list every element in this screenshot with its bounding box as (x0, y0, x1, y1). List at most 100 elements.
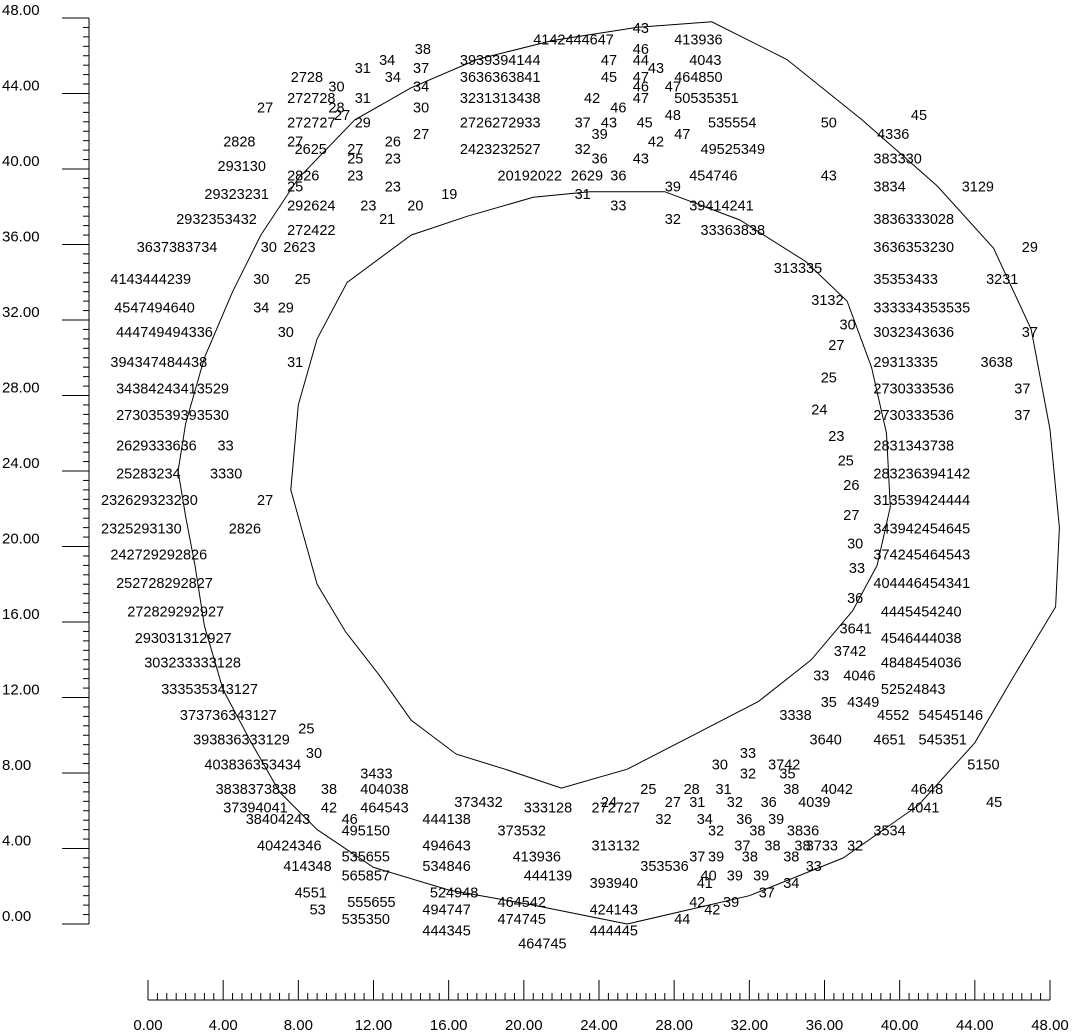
value-label: 33 (610, 199, 626, 215)
value-label: 3733 (806, 838, 838, 854)
value-label: 374245464543 (873, 548, 970, 564)
value-label: 464850 (674, 70, 722, 86)
value-label: 3636363841 (460, 70, 541, 86)
value-label: 30 (261, 240, 277, 256)
value-label: 33 (849, 561, 865, 577)
value-label: 4041 (907, 801, 939, 817)
value-label: 4349 (847, 695, 879, 711)
value-label: 373432 (454, 795, 502, 811)
value-label: 404446454341 (873, 576, 970, 592)
value-label: 23 (385, 151, 401, 167)
value-label: 49525349 (701, 142, 766, 158)
value-label: 27 (257, 493, 273, 509)
value-label: 4043 (689, 53, 721, 69)
value-label: 4046 (843, 669, 875, 685)
x-tick-label: 40.00 (881, 1017, 919, 1034)
value-label: 39414241 (689, 199, 754, 215)
y-tick-label: 32.00 (2, 304, 40, 321)
value-label: 36 (736, 812, 752, 828)
value-label: 3032343636 (873, 325, 954, 341)
value-label: 29 (278, 301, 294, 317)
value-label: 36 (761, 795, 777, 811)
value-label: 444139 (524, 869, 572, 885)
value-label: 32 (847, 838, 863, 854)
value-label: 3834 (873, 180, 905, 196)
value-label: 303233333128 (144, 655, 241, 671)
value-label: 3129 (962, 180, 994, 196)
value-label: 4848454036 (881, 655, 962, 671)
value-label: 3231313438 (460, 91, 541, 107)
value-label: 34 (379, 53, 395, 69)
value-label: 43 (601, 116, 617, 132)
value-label: 47 (674, 127, 690, 143)
value-label: 495150 (342, 823, 390, 839)
value-label: 33 (806, 859, 822, 875)
value-label: 38 (764, 838, 780, 854)
value-label: 36 (847, 591, 863, 607)
value-label: 2826 (287, 168, 319, 184)
value-label: 3641 (840, 621, 872, 637)
value-label: 34 (253, 301, 269, 317)
value-label: 333334353535 (873, 301, 970, 317)
value-label: 31 (355, 91, 371, 107)
value-label: 535655 (342, 850, 390, 866)
value-label: 37 (575, 116, 591, 132)
value-label: 27 (843, 508, 859, 524)
value-label: 38 (783, 782, 799, 798)
value-label: 444445 (590, 923, 638, 939)
value-label: 29 (355, 116, 371, 132)
value-label: 43 (821, 168, 837, 184)
value-label: 37 (1014, 382, 1030, 398)
value-label: 565857 (342, 869, 390, 885)
value-label: 4336 (877, 127, 909, 143)
value-label: 29 (1022, 240, 1038, 256)
value-label: 2831343738 (873, 438, 954, 454)
x-tick-label: 24.00 (580, 1017, 618, 1034)
value-label: 444138 (422, 812, 470, 828)
value-label: 34 (697, 812, 713, 828)
x-tick-label: 28.00 (655, 1017, 693, 1034)
value-label: 2325293130 (101, 521, 182, 537)
value-label: 393940 (590, 876, 638, 892)
value-label: 242729292826 (110, 548, 207, 564)
value-label: 43 (633, 21, 649, 37)
value-label: 32 (655, 812, 671, 828)
value-label: 272727 (287, 116, 335, 132)
value-label: 35353433 (873, 272, 938, 288)
value-label: 252728292827 (116, 576, 213, 592)
value-label: 4552 (877, 708, 909, 724)
inner-boundary-line (290, 191, 891, 789)
value-label: 3433 (360, 767, 392, 783)
value-label: 2728 (291, 70, 323, 86)
value-label: 45 (911, 108, 927, 124)
y-tick-label: 0.00 (2, 908, 31, 925)
value-label: 32 (727, 795, 743, 811)
value-label: 3636353230 (873, 240, 954, 256)
value-label: 44 (674, 912, 690, 928)
value-label: 413936 (674, 32, 722, 48)
value-label: 25 (821, 370, 837, 386)
value-label: 25 (838, 453, 854, 469)
value-label: 31 (689, 795, 705, 811)
value-label: 31 (287, 355, 303, 371)
value-label: 292624 (287, 199, 335, 215)
value-label: 20 (407, 199, 423, 215)
value-label: 4039 (798, 795, 830, 811)
value-label: 2629333636 (116, 438, 197, 454)
value-label: 47 (633, 70, 649, 86)
value-label: 21 (379, 212, 395, 228)
boundary-lines (177, 21, 1060, 925)
value-label: 39 (665, 180, 681, 196)
value-label: 39 (727, 869, 743, 885)
value-label: 32 (740, 767, 756, 783)
value-label: 545351 (919, 733, 967, 749)
value-label: 40424346 (257, 838, 322, 854)
value-label: 23 (385, 180, 401, 196)
value-label: 272727 (592, 801, 640, 817)
value-label: 555655 (347, 895, 395, 911)
value-label: 2730333536 (873, 408, 954, 424)
value-label: 524948 (430, 886, 478, 902)
value-label: 47 (601, 53, 617, 69)
value-label: 30 (278, 325, 294, 341)
